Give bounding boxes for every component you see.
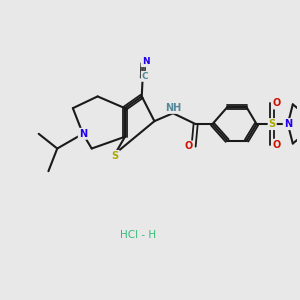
- Text: C: C: [142, 72, 148, 81]
- Text: N: N: [142, 57, 149, 66]
- Text: S: S: [112, 151, 119, 161]
- Text: O: O: [272, 98, 281, 109]
- Text: N: N: [79, 129, 87, 139]
- Text: S: S: [268, 119, 276, 129]
- Text: N: N: [284, 119, 292, 129]
- Text: NH: NH: [165, 103, 181, 113]
- Text: O: O: [272, 140, 281, 150]
- Text: HCl - H: HCl - H: [120, 230, 156, 240]
- Text: O: O: [184, 142, 192, 152]
